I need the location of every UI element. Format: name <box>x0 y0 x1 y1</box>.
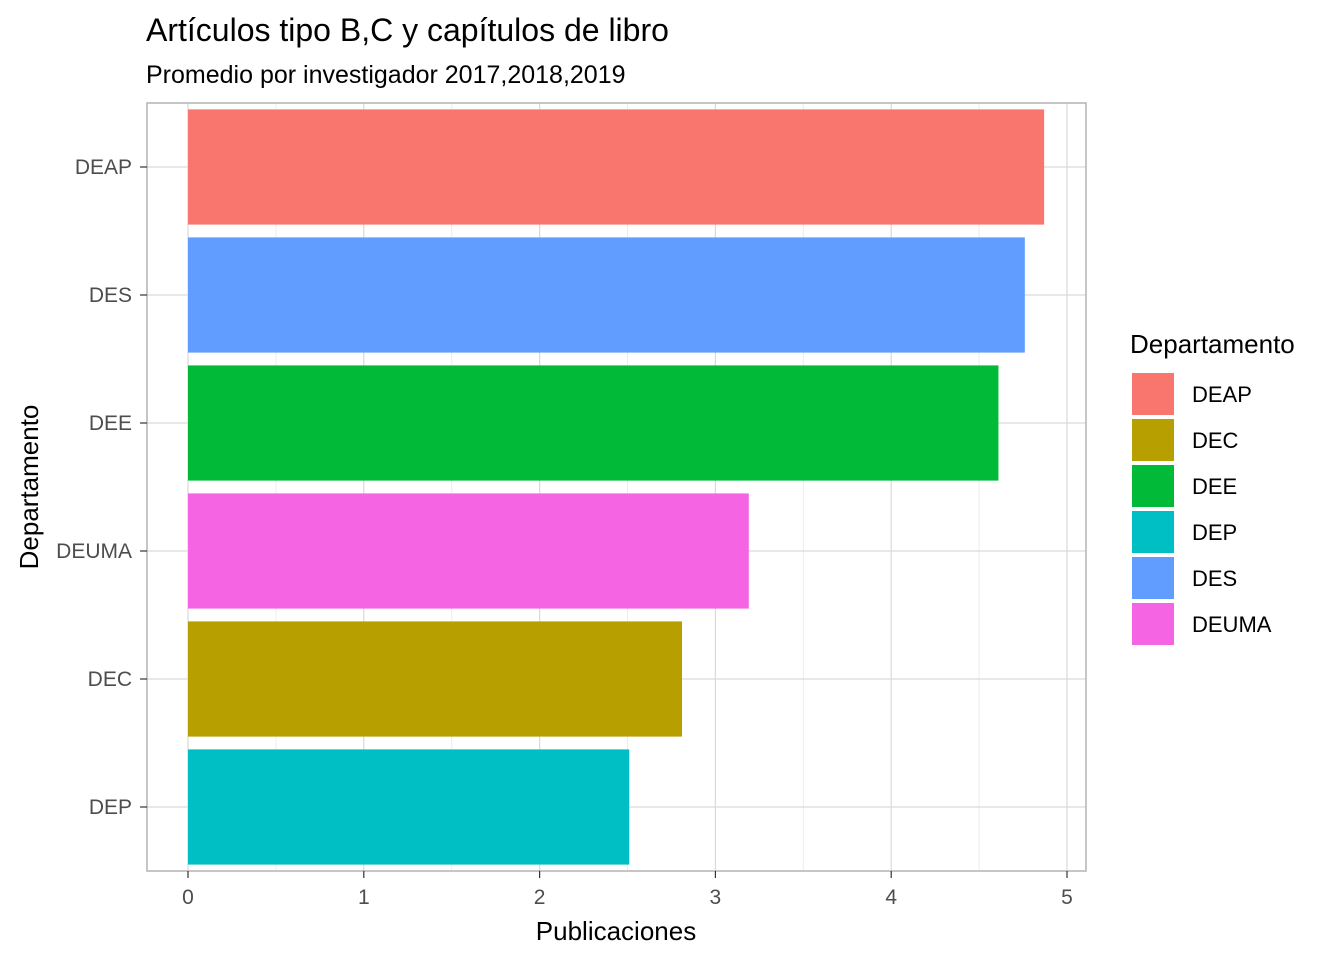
bar-des <box>188 237 1025 353</box>
legend: Departamento DEAP DEC DEE DEP DES DEUMA <box>1130 329 1295 645</box>
chart-title: Artículos tipo B,C y capítulos de libro <box>146 12 669 48</box>
y-tick-label: DEE <box>89 412 132 435</box>
x-tick-label: 4 <box>885 886 897 909</box>
x-tick-label: 5 <box>1061 886 1073 909</box>
y-axis-title: Departamento <box>14 405 44 570</box>
y-tick-label: DEAP <box>75 156 132 179</box>
bar-dep <box>188 749 630 865</box>
plot-panel <box>146 102 1087 872</box>
panel-border <box>146 102 1087 872</box>
chart-subtitle: Promedio por investigador 2017,2018,2019 <box>146 61 626 89</box>
legend-label: DEC <box>1192 428 1239 453</box>
bar-deap <box>188 109 1045 225</box>
y-axis: DEAP DES DEE DEUMA DEC DEP <box>56 156 147 819</box>
y-tick-label: DEUMA <box>56 540 132 563</box>
bar-dee <box>188 365 999 481</box>
x-tick-label: 1 <box>358 886 370 909</box>
x-axis: 0 1 2 3 4 5 <box>182 871 1073 909</box>
bars <box>188 109 1045 865</box>
legend-label: DEP <box>1192 520 1237 545</box>
bar-deuma <box>188 493 749 609</box>
legend-key-dec <box>1132 419 1174 461</box>
bar-dec <box>188 621 682 737</box>
y-tick-label: DES <box>89 284 132 307</box>
x-tick-label: 0 <box>182 886 194 909</box>
legend-title: Departamento <box>1130 329 1295 359</box>
y-tick-label: DEP <box>89 796 132 819</box>
legend-key-dep <box>1132 511 1174 553</box>
x-tick-label: 2 <box>534 886 546 909</box>
x-tick-label: 3 <box>710 886 722 909</box>
grid-minor <box>275 103 980 871</box>
legend-items: DEAP DEC DEE DEP DES DEUMA <box>1132 373 1272 645</box>
legend-key-deuma <box>1132 603 1174 645</box>
legend-key-deap <box>1132 373 1174 415</box>
legend-key-dee <box>1132 465 1174 507</box>
legend-label: DEE <box>1192 474 1237 499</box>
legend-label: DEUMA <box>1192 612 1272 637</box>
legend-key-des <box>1132 557 1174 599</box>
legend-label: DES <box>1192 566 1237 591</box>
y-tick-label: DEC <box>88 668 132 691</box>
x-axis-title: Publicaciones <box>536 916 696 946</box>
legend-label: DEAP <box>1192 382 1252 407</box>
